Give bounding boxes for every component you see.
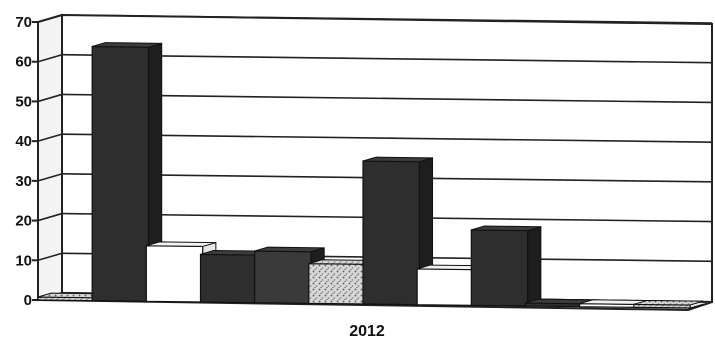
y-tick-label: 40 — [15, 133, 32, 150]
bar-top — [471, 225, 542, 232]
bar-side — [527, 226, 542, 307]
gridline — [61, 133, 713, 143]
bar-front — [91, 45, 150, 302]
y-tick-label: 30 — [15, 173, 32, 190]
y-tick-label: 60 — [15, 54, 32, 71]
gridline-side — [37, 14, 63, 23]
bar-top — [146, 241, 217, 247]
bar-top — [362, 156, 433, 163]
bar — [470, 225, 542, 307]
bar-front — [199, 253, 258, 304]
bar-front — [362, 160, 420, 306]
gridline-side — [37, 173, 63, 182]
gridline — [61, 53, 713, 64]
gridline-side — [37, 133, 63, 142]
y-tick-label: 10 — [15, 252, 32, 269]
x-category-label: 2012 — [349, 323, 385, 340]
bar-front — [416, 268, 475, 306]
gridline-side — [37, 212, 63, 222]
bar-front — [470, 229, 529, 307]
gridline-side — [37, 53, 63, 63]
y-tick-label: 70 — [15, 14, 32, 31]
gridline-side — [37, 252, 63, 262]
bar-top — [92, 42, 162, 48]
bar — [633, 299, 704, 309]
bars — [37, 42, 704, 309]
bar-front — [145, 245, 204, 303]
y-tick-label: 50 — [15, 93, 32, 110]
gridline — [61, 14, 713, 24]
y-tick-label: 20 — [15, 213, 32, 230]
bar-side — [690, 303, 704, 309]
y-tick-label: 0 — [24, 292, 32, 309]
gridline — [61, 93, 713, 104]
bar-top — [254, 246, 325, 253]
bar-top — [633, 299, 704, 306]
bar-front — [254, 250, 312, 304]
y-axis-tick-labels: 0 10 20 30 40 50 60 70 — [15, 14, 38, 309]
gridline-side — [37, 93, 63, 103]
bar-front — [308, 263, 366, 305]
